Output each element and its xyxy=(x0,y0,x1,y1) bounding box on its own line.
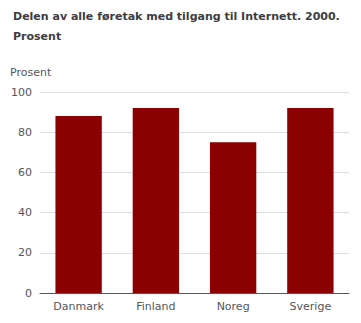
svg-text:60: 60 xyxy=(18,166,32,179)
svg-text:20: 20 xyxy=(18,246,32,259)
svg-text:0: 0 xyxy=(25,287,32,300)
svg-text:Noreg: Noreg xyxy=(217,300,250,313)
svg-text:Sverige: Sverige xyxy=(290,300,332,313)
svg-text:Danmark: Danmark xyxy=(53,300,104,313)
svg-text:Prosent: Prosent xyxy=(13,30,61,43)
svg-text:40: 40 xyxy=(18,206,32,219)
svg-text:Finland: Finland xyxy=(136,300,175,313)
svg-text:Prosent: Prosent xyxy=(10,66,52,79)
svg-text:Delen av alle føretak med tilg: Delen av alle føretak med tilgang til In… xyxy=(13,10,340,23)
svg-text:80: 80 xyxy=(18,126,32,139)
svg-text:100: 100 xyxy=(11,86,32,99)
